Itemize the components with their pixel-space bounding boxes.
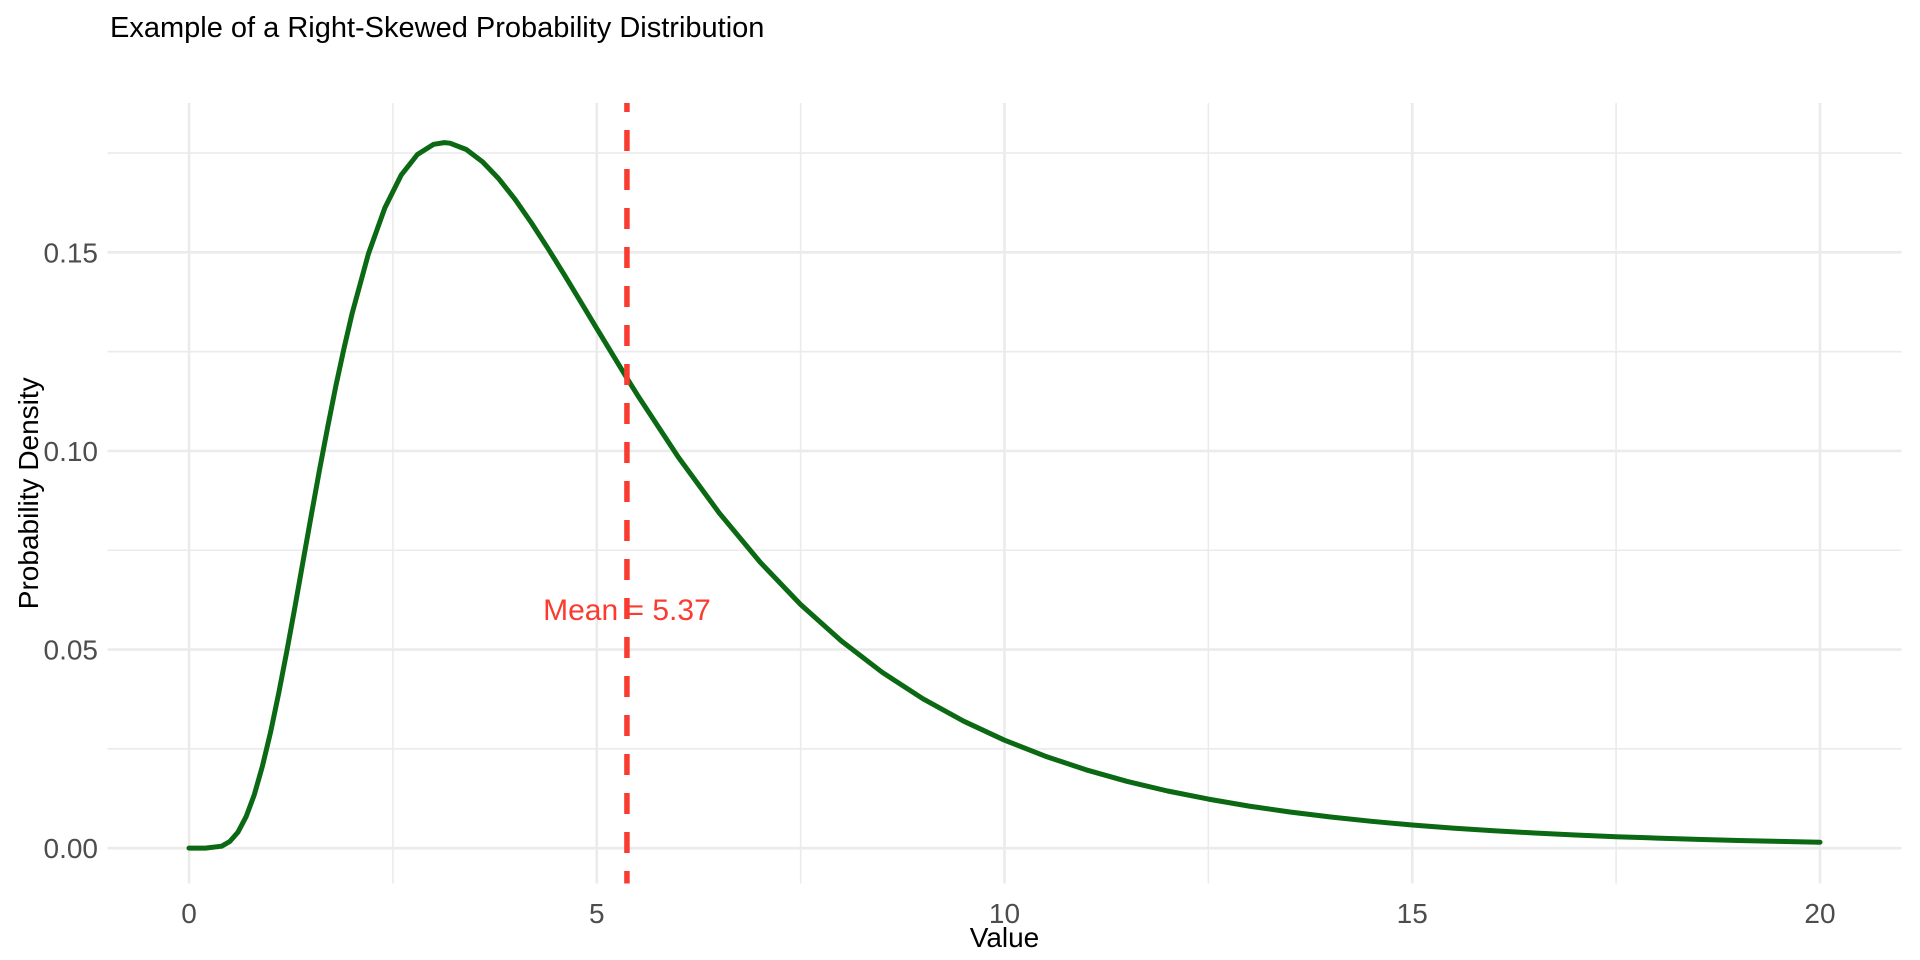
x-tick-label: 15 bbox=[1397, 898, 1428, 929]
x-tick-label: 5 bbox=[589, 898, 605, 929]
gridlines-major bbox=[107, 103, 1902, 884]
y-axis-tick-labels: 0.00 0.05 0.10 0.15 bbox=[44, 237, 99, 864]
y-tick-label: 0.15 bbox=[44, 237, 99, 268]
x-axis-title: Value bbox=[970, 922, 1040, 953]
mean-annotation-label: Mean = 5.37 bbox=[543, 594, 711, 627]
y-axis-title: Probability Density bbox=[13, 377, 44, 609]
x-tick-label: 20 bbox=[1804, 898, 1835, 929]
x-tick-label: 10 bbox=[989, 898, 1020, 929]
chart-title: Example of a Right-Skewed Probability Di… bbox=[110, 12, 764, 44]
y-tick-label: 0.10 bbox=[44, 436, 99, 467]
y-tick-label: 0.05 bbox=[44, 635, 99, 666]
x-tick-label: 0 bbox=[181, 898, 197, 929]
density-curve bbox=[186, 140, 1823, 851]
y-tick-label: 0.00 bbox=[44, 833, 99, 864]
x-axis-tick-labels: 0 5 10 15 20 bbox=[181, 898, 1835, 929]
